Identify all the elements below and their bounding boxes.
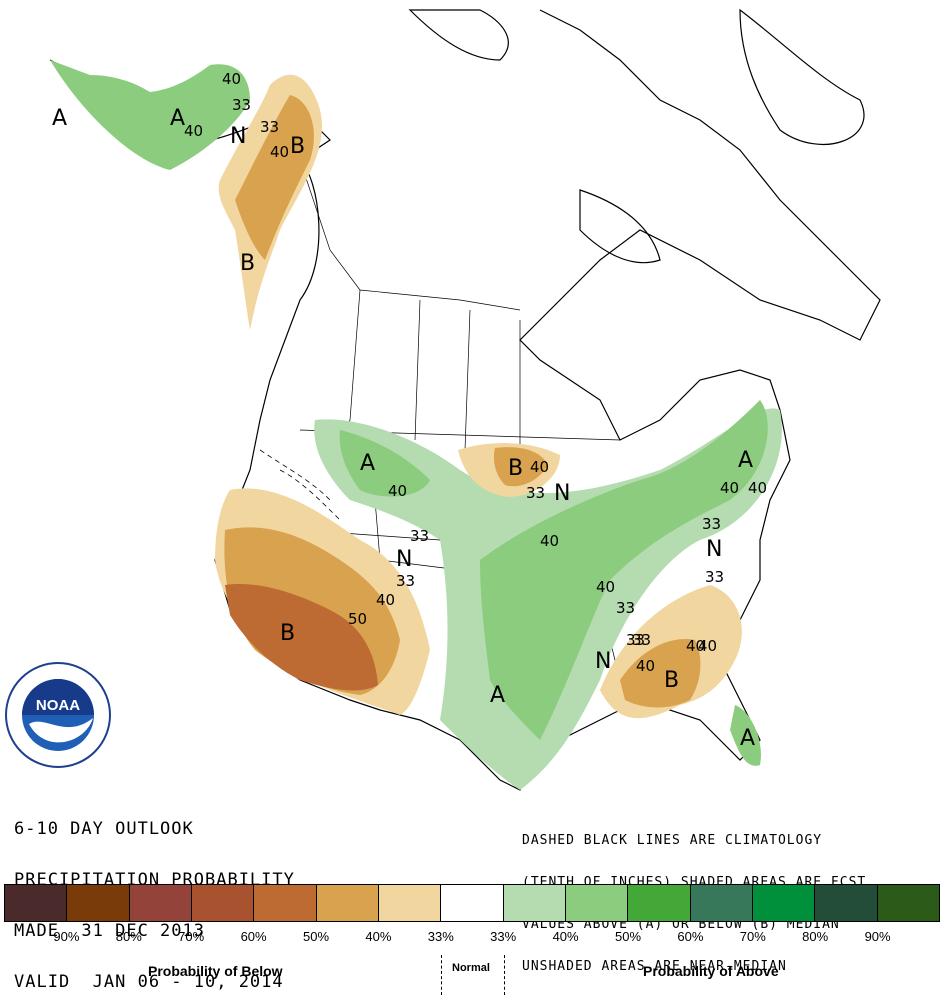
legend-percent-label: 60% xyxy=(677,929,704,944)
label-tennessee-n: N xyxy=(595,649,611,674)
legend-swatch xyxy=(378,885,442,921)
valid-date-line: VALID JAN 06 - 10, 2014 xyxy=(14,972,284,992)
legend-swatch xyxy=(129,885,192,921)
legend-swatch xyxy=(316,885,379,921)
legend-percent-label: 40% xyxy=(365,929,392,944)
label-midatlantic-n: N xyxy=(706,537,722,562)
note-line: UNSHADED AREAS ARE NEAR-MEDIAN xyxy=(522,959,787,974)
legend-swatch xyxy=(690,885,753,921)
contour-label: 40 xyxy=(540,532,559,550)
outlook-map: A A N B B A B N A N B A N N B A 40 33 33… xyxy=(49,8,881,791)
contour-label: 40 xyxy=(720,479,739,497)
contour-label: 40 xyxy=(270,143,289,161)
legend-swatch xyxy=(752,885,816,921)
made-date-line: MADE 31 DEC 2013 xyxy=(14,921,205,941)
contour-label: 40 xyxy=(388,482,407,500)
legend-percent-label: 50% xyxy=(302,929,330,944)
contour-label: 40 xyxy=(698,637,717,655)
legend-swatch xyxy=(565,885,629,921)
southeast-below-core xyxy=(620,639,701,708)
contour-label: 40 xyxy=(530,458,549,476)
title-line: 6-10 DAY OUTLOOK xyxy=(14,819,194,839)
normal-divider-left xyxy=(441,955,442,995)
label-southeast-b: B xyxy=(664,668,679,693)
legend-percent-label: 90% xyxy=(53,929,80,944)
contour-label: 33 xyxy=(260,118,279,136)
legend-swatch xyxy=(877,885,939,921)
legend-percent-label: 40% xyxy=(552,929,579,944)
contour-label: 40 xyxy=(636,657,655,675)
label-southern-plains-a: A xyxy=(490,683,505,708)
legend-percent-label: 80% xyxy=(115,929,142,944)
below-areas xyxy=(215,74,742,719)
label-alaska-a: A xyxy=(170,106,185,131)
midwest-above-core xyxy=(480,400,768,740)
contour-label: 40 xyxy=(748,479,767,497)
label-minnesota-b: B xyxy=(508,456,523,481)
legend-percent-label: 50% xyxy=(614,929,642,944)
contour-label: 33 xyxy=(526,484,545,502)
label-northeast-a: A xyxy=(738,448,753,473)
legend-percent-labels: 90% 80% 70% 60% 50% 40% 33% 33% 40% 50% 60% 70% 80% 9… xyxy=(4,929,940,945)
label-alaska-n: N xyxy=(230,124,246,149)
note-line: DASHED BLACK LINES ARE CLIMATOLOGY xyxy=(522,833,823,848)
minnesota-below-core xyxy=(493,447,548,487)
legend-swatch xyxy=(441,885,504,921)
label-pnw-b: B xyxy=(240,251,255,276)
below-caption: Probability of Below xyxy=(148,963,283,979)
contour-label: 33 xyxy=(702,515,721,533)
contour-label: 40 xyxy=(686,637,705,655)
florida-above-area xyxy=(730,705,761,766)
contour-label: 33 xyxy=(632,631,651,649)
contour-values: 40 33 33 40 40 40 33 40 33 40 33 40 40 3… xyxy=(184,70,767,675)
label-alaska-a-west: A xyxy=(52,106,67,131)
normal-divider-right xyxy=(504,955,505,995)
legend-percent-label: 60% xyxy=(240,929,267,944)
above-areas xyxy=(50,60,782,790)
contour-label: 33 xyxy=(616,599,635,617)
legend-percent-label: 33% xyxy=(490,929,517,944)
above-caption: Probability of Above xyxy=(643,963,779,979)
contour-label: 50 xyxy=(348,610,367,628)
contour-label: 40 xyxy=(222,70,241,88)
legend-swatch xyxy=(628,885,691,921)
legend-percent-label: 70% xyxy=(178,929,205,944)
region-letters: A A N B B A B N A N B A N N B A xyxy=(52,106,755,751)
legend-percent-label: 80% xyxy=(802,929,829,944)
southwest-below-core xyxy=(225,584,378,691)
contour-label: 40 xyxy=(596,578,615,596)
contour-label: 33 xyxy=(410,527,429,545)
legend-percent-label: 90% xyxy=(864,929,891,944)
label-northern-plains-a: A xyxy=(360,451,375,476)
legend-swatch xyxy=(254,885,317,921)
legend-swatch xyxy=(815,885,878,921)
noaa-logo: NOAA xyxy=(5,662,111,768)
contour-label: 40 xyxy=(376,591,395,609)
contour-label: 33 xyxy=(705,568,724,586)
legend-percent-label: 33% xyxy=(427,929,454,944)
legend-swatch xyxy=(191,885,255,921)
legend-color-bar xyxy=(4,884,940,922)
alaska-above-area xyxy=(50,60,250,170)
label-great-lakes-n: N xyxy=(554,481,570,506)
label-central-n: N xyxy=(396,547,412,572)
logo-text: NOAA xyxy=(36,697,80,714)
legend-swatch xyxy=(67,885,130,921)
label-southwest-b: B xyxy=(280,621,295,646)
label-florida-a: A xyxy=(740,726,755,751)
contour-label: 33 xyxy=(396,572,415,590)
contour-label: 40 xyxy=(184,122,203,140)
alaska-below-core xyxy=(235,95,314,260)
legend-swatch xyxy=(5,885,68,921)
legend-swatch xyxy=(503,885,566,921)
central-above-core xyxy=(339,430,430,497)
contour-label: 33 xyxy=(626,631,645,649)
contour-label: 33 xyxy=(232,96,251,114)
label-alaska-b: B xyxy=(290,134,305,159)
normal-caption: Normal xyxy=(452,962,490,974)
legend-percent-label: 70% xyxy=(739,929,766,944)
